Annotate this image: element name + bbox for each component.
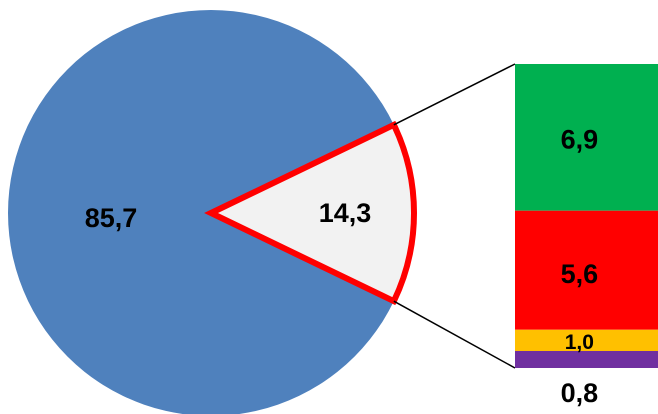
- pie-slice-small: [204, 120, 417, 306]
- bar-label-1: 6,9: [561, 124, 599, 154]
- data-labels: 85,7 14,3 6,9 5,6 1,0 0,8: [85, 124, 598, 408]
- pie: [8, 10, 417, 414]
- connector-line-bottom: [393, 300, 516, 369]
- bar-label-4: 0,8: [561, 378, 599, 408]
- bar-label-2: 5,6: [561, 259, 599, 289]
- bar-segment-2: [515, 210, 658, 330]
- pie-label-small: 14,3: [319, 198, 372, 228]
- pie-label-large: 85,7: [85, 203, 138, 233]
- bar-segment-1: [515, 64, 658, 211]
- stacked-bar: [515, 64, 658, 368]
- bar-segment-3: [515, 329, 658, 351]
- connector-lines: [393, 63, 516, 369]
- pie-slice-large: [8, 10, 394, 414]
- bar-label-3: 1,0: [565, 331, 594, 354]
- connector-line-top: [393, 63, 516, 126]
- bar-segment-4: [515, 350, 658, 368]
